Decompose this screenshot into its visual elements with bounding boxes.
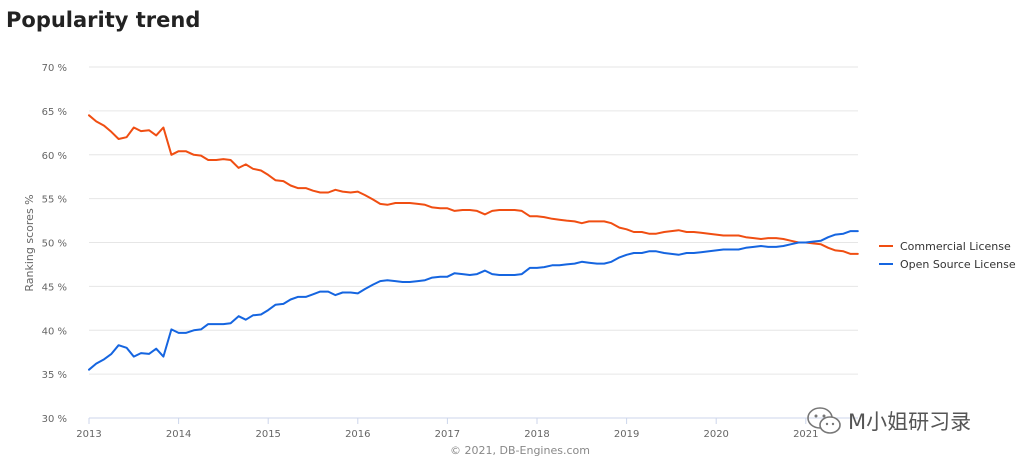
x-tick-label: 2017 xyxy=(435,429,460,440)
x-tick-label: 2021 xyxy=(793,429,818,440)
wechat-icon xyxy=(807,407,841,434)
legend-label-commercial: Commercial License xyxy=(900,239,1011,253)
x-tick-label: 2016 xyxy=(345,429,370,440)
x-tick-label: 2013 xyxy=(76,429,101,440)
y-tick-label: 50 % xyxy=(42,239,67,250)
legend-label-open-source: Open Source License xyxy=(900,257,1016,271)
legend-item-commercial[interactable]: Commercial License xyxy=(879,238,1011,254)
series-line-open-source xyxy=(88,230,859,371)
x-axis-ticks: 2013 2014 2015 2016 2017 2018 2019 2020 2021 xyxy=(76,418,819,440)
y-tick-label: 60 % xyxy=(42,151,67,162)
grid-lines xyxy=(89,66,858,419)
x-tick-label: 2015 xyxy=(255,429,280,440)
y-axis-label: Ranking scores % xyxy=(23,194,36,291)
y-tick-label: 70 % xyxy=(42,63,67,74)
watermark: M小姐研习录 xyxy=(806,406,971,436)
series-line-commercial xyxy=(88,114,859,255)
x-tick-label: 2014 xyxy=(166,429,191,440)
y-tick-label: 65 % xyxy=(42,107,67,118)
y-axis-ticks: 30 % 35 % 40 % 45 % 50 % 55 % 60 % 65 % 70 % xyxy=(42,63,67,425)
watermark-text: M小姐研习录 xyxy=(848,410,972,434)
legend-swatch-commercial xyxy=(879,245,893,247)
series-lines xyxy=(88,114,859,371)
legend-item-open-source[interactable]: Open Source License xyxy=(879,256,1016,272)
x-tick-label: 2020 xyxy=(703,429,728,440)
y-tick-label: 30 % xyxy=(42,414,67,425)
y-tick-label: 55 % xyxy=(42,195,67,206)
y-tick-label: 45 % xyxy=(42,282,67,293)
legend-swatch-open-source xyxy=(879,263,893,265)
y-tick-label: 40 % xyxy=(42,326,67,337)
page-title: Popularity trend xyxy=(6,8,201,32)
copyright-text: © 2021, DB-Engines.com xyxy=(450,444,590,457)
y-tick-label: 35 % xyxy=(42,370,67,381)
x-tick-label: 2019 xyxy=(614,429,639,440)
x-tick-label: 2018 xyxy=(524,429,549,440)
